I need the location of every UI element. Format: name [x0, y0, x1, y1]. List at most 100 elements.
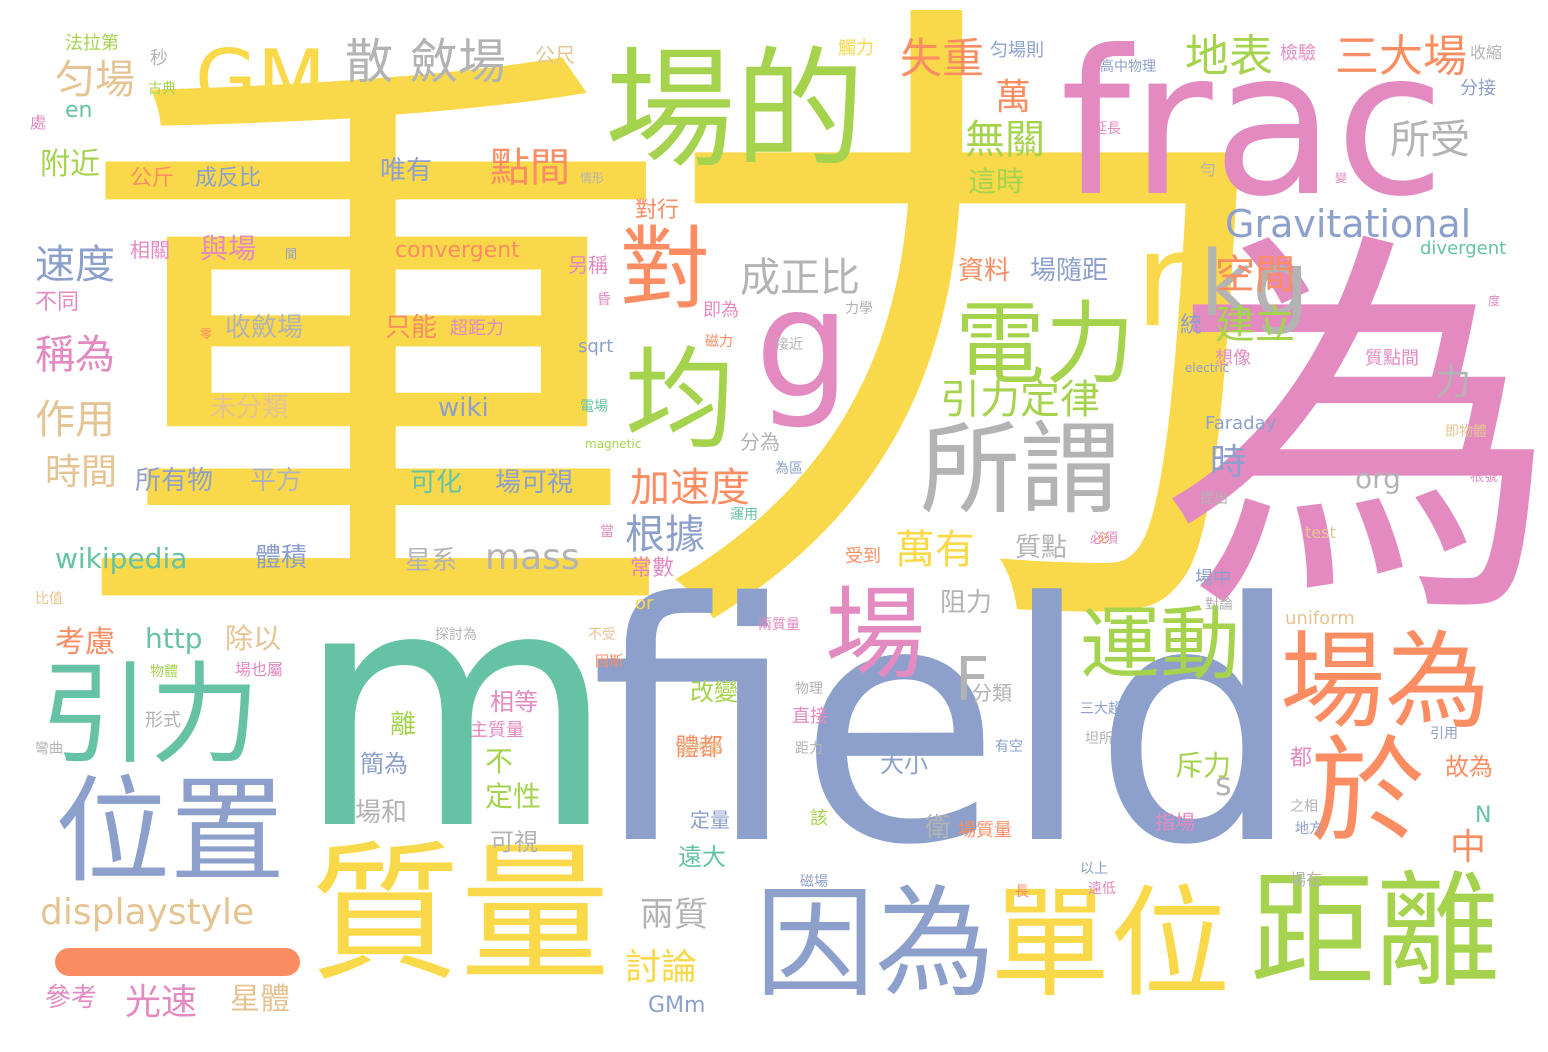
- word: 可視: [490, 828, 538, 856]
- word: 質點間: [1365, 348, 1419, 369]
- word: g: [755, 258, 851, 432]
- word: 電力: [955, 292, 1135, 397]
- word: 以上: [1080, 861, 1108, 877]
- word: 所受: [1390, 117, 1470, 163]
- word: 體都: [675, 733, 723, 761]
- word: en: [65, 98, 93, 123]
- word: 度: [1488, 294, 1501, 308]
- word: 主質量: [470, 720, 524, 741]
- word: 力: [640, 0, 1300, 719]
- word: 平方: [250, 466, 303, 496]
- word: 場可視: [495, 468, 574, 498]
- word: 根據: [625, 512, 705, 558]
- word: 遠低: [1088, 881, 1116, 897]
- word: 比值: [35, 591, 63, 607]
- word: 唯有: [380, 156, 433, 186]
- word: 斂場: [410, 34, 507, 90]
- word: GM: [195, 33, 327, 126]
- word: 光速: [125, 982, 198, 1023]
- word: 成正比: [740, 255, 860, 301]
- word: test: [1305, 523, 1336, 542]
- word: 變: [1335, 171, 1348, 185]
- word: 與場: [200, 232, 257, 265]
- word: 必: [1098, 531, 1111, 545]
- word: 距力: [795, 741, 823, 757]
- word: 三大超: [1080, 701, 1122, 717]
- word: 檢驗: [1280, 43, 1316, 64]
- word: 勻: [1200, 160, 1217, 179]
- word: 物理: [795, 681, 823, 697]
- word: mass: [485, 537, 580, 578]
- word: 常數: [630, 556, 675, 581]
- word: 無關: [965, 117, 1045, 163]
- word: 場也屬: [235, 660, 284, 679]
- word: 引力定律: [940, 377, 1100, 423]
- word: 可化: [410, 468, 463, 498]
- word: 當物體: [680, 741, 722, 757]
- word: m: [295, 518, 617, 902]
- word: s: [1215, 765, 1232, 803]
- word: 考慮: [55, 625, 115, 660]
- word: 定量: [690, 808, 730, 832]
- word: 有空: [995, 739, 1023, 755]
- word: magnetic: [585, 437, 642, 451]
- word: 分類: [972, 681, 1012, 705]
- word: 時: [1210, 442, 1247, 483]
- word: 除以: [225, 622, 282, 655]
- word: 附近: [40, 147, 100, 182]
- word: 受到: [845, 546, 881, 567]
- word: 超距力: [450, 318, 504, 339]
- word: 形式: [145, 710, 181, 731]
- word: 遠大: [678, 843, 726, 871]
- word: 法拉第: [65, 33, 119, 54]
- word: 場質量: [958, 820, 1012, 841]
- word: N: [1475, 803, 1492, 828]
- word: 場的: [605, 34, 866, 186]
- word: Gravitational: [1225, 202, 1472, 246]
- word: r: [1135, 204, 1189, 356]
- word: 引力: [40, 651, 260, 779]
- word: 加速度: [630, 465, 750, 511]
- word: 統: [1180, 313, 1203, 338]
- word: 建立: [1215, 302, 1295, 348]
- word: 必須: [1090, 531, 1118, 547]
- word: 匀場則: [990, 40, 1044, 61]
- word: 探討為: [435, 627, 477, 643]
- word: electric: [1185, 361, 1230, 375]
- word: 情形: [580, 171, 605, 185]
- word: convergent: [395, 238, 520, 263]
- word: 中: [1450, 827, 1487, 868]
- word: sqrt: [578, 336, 614, 357]
- word: 地表: [1185, 31, 1273, 82]
- word: 即物體: [1445, 424, 1487, 440]
- word: frac: [1060, 8, 1446, 241]
- word: 所謂: [920, 411, 1120, 528]
- word: 收縮: [1470, 43, 1503, 62]
- word: Faraday: [1205, 413, 1277, 434]
- word: 為區: [775, 461, 803, 477]
- word: 場中: [1195, 568, 1231, 589]
- word: 因為: [755, 875, 995, 1014]
- word: 距離: [1250, 860, 1500, 1005]
- word: 兩質量: [758, 617, 800, 633]
- word: 不: [485, 745, 514, 778]
- word: F: [955, 645, 990, 715]
- word: 不受: [588, 627, 616, 643]
- word: 分接: [1460, 78, 1496, 99]
- word: 於: [1310, 725, 1426, 859]
- word: 根號: [1470, 469, 1498, 485]
- word: 體積: [255, 543, 308, 573]
- word: 秒: [150, 48, 168, 69]
- word: 時間: [45, 452, 118, 493]
- word: 接近: [775, 337, 803, 353]
- word: or: [635, 593, 654, 614]
- word: 之相: [1290, 799, 1318, 815]
- word: 當: [600, 524, 614, 540]
- word: 三大場: [1335, 31, 1467, 82]
- word: 故為: [1445, 753, 1493, 781]
- word: 場: [825, 576, 925, 693]
- word: 力: [1435, 362, 1472, 403]
- word: 坦所: [1085, 731, 1113, 747]
- word: 場隨距: [1030, 256, 1109, 286]
